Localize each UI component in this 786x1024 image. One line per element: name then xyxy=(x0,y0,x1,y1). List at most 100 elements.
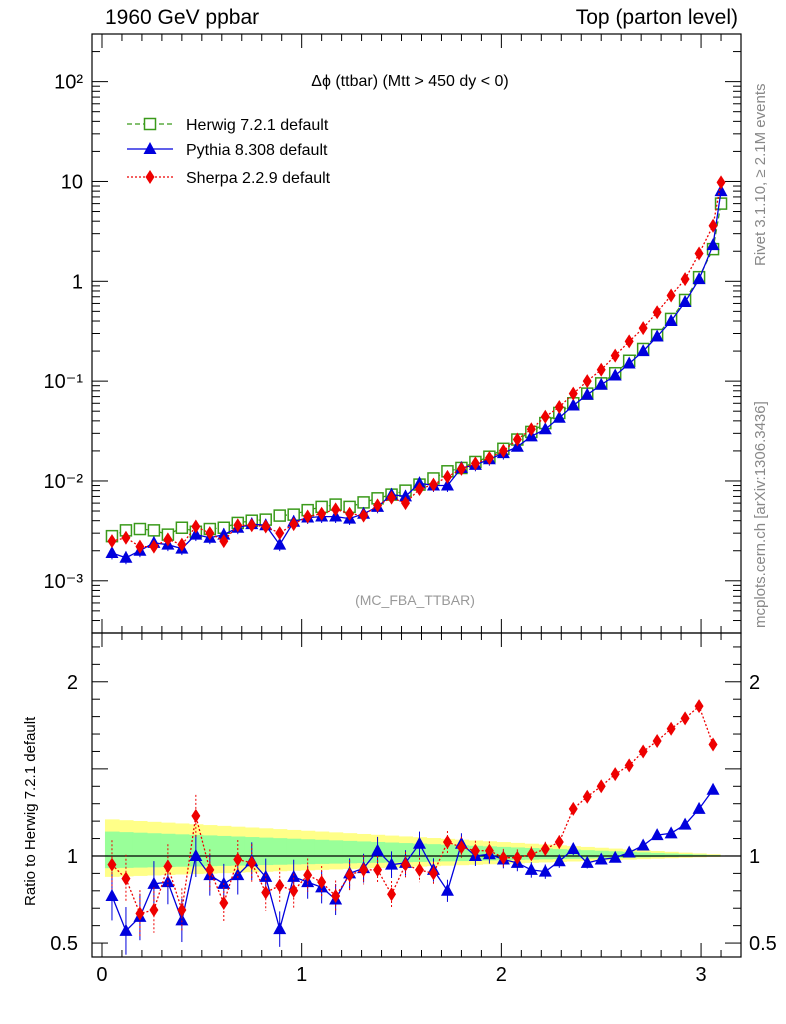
main-pythia-marker xyxy=(538,422,552,435)
ratio-sherpa-marker xyxy=(666,721,676,736)
ratio-sherpa-marker xyxy=(359,862,369,877)
ratio-pythia-marker xyxy=(385,857,399,870)
main-sherpa-marker xyxy=(540,409,550,424)
main-sherpa-marker xyxy=(205,526,215,541)
ratio-pythia-marker xyxy=(217,876,231,889)
ratio-sherpa-marker xyxy=(638,744,648,759)
y-tick-label-ratio-left: 0.5 xyxy=(50,933,78,955)
ratio-sherpa-marker xyxy=(275,878,285,893)
main-sherpa-marker xyxy=(716,175,726,190)
main-sherpa-marker xyxy=(498,443,508,458)
ratio-pythia-marker xyxy=(552,854,566,867)
y-tick-label-main: 10⁻³ xyxy=(44,571,84,593)
ratio-sherpa-marker xyxy=(247,855,257,870)
ratio-sherpa-marker xyxy=(680,711,690,726)
ratio-pythia-marker xyxy=(650,828,664,841)
ratio-sherpa-marker xyxy=(177,902,187,917)
legend-sherpa-marker xyxy=(145,170,155,184)
ratio-band-inner-bin xyxy=(286,838,302,865)
ratio-band-inner-bin xyxy=(580,850,595,859)
ratio-pythia-marker xyxy=(371,843,385,856)
main-pythia-marker xyxy=(399,489,413,502)
main-sherpa-marker xyxy=(694,246,704,261)
x-tick-label: 1 xyxy=(296,964,307,986)
main-sherpa-marker xyxy=(666,288,676,303)
ratio-band-inner-bin xyxy=(160,833,176,868)
ratio-band-inner-bin xyxy=(650,852,665,858)
ratio-sherpa-marker xyxy=(289,883,299,898)
main-sherpa-marker xyxy=(456,461,466,476)
ratio-sherpa-marker xyxy=(624,758,634,773)
y-tick-label-ratio-right: 2 xyxy=(749,672,760,694)
main-sherpa-marker xyxy=(554,400,564,415)
ratio-sherpa-marker xyxy=(484,843,494,858)
main-sherpa-marker xyxy=(331,502,341,517)
main-sherpa-marker xyxy=(512,432,522,447)
main-sherpa-marker xyxy=(289,517,299,532)
main-pythia-marker xyxy=(714,184,728,197)
main-sherpa-marker xyxy=(275,526,285,541)
ratio-band-inner-bin xyxy=(552,849,567,860)
main-sherpa-marker xyxy=(442,469,452,484)
legend-pythia-marker xyxy=(143,142,157,154)
ratio-pythia-marker xyxy=(664,826,678,839)
y-tick-label-ratio-right: 1 xyxy=(749,846,760,868)
ratio-band-inner-bin xyxy=(258,837,274,866)
ratio-band-inner-bin xyxy=(300,839,316,865)
ratio-sherpa-marker xyxy=(233,852,243,867)
ratio-pythia-marker xyxy=(608,850,622,863)
ratio-sherpa-marker xyxy=(498,850,508,865)
ratio-sherpa-marker xyxy=(414,862,424,877)
ratio-sherpa-marker xyxy=(540,842,550,856)
ratio-sherpa-marker xyxy=(149,902,159,917)
y-tick-label-main: 10⁻¹ xyxy=(44,371,84,393)
ratio-sherpa-marker xyxy=(373,862,383,877)
ratio-pythia-marker xyxy=(538,864,552,877)
ratio-sherpa-marker xyxy=(470,843,480,858)
main-sherpa-marker xyxy=(107,534,117,549)
main-sherpa-marker xyxy=(484,450,494,465)
ratio-sherpa-marker xyxy=(456,840,466,855)
ratio-pythia-marker xyxy=(147,876,161,889)
ratio-pythia-marker xyxy=(566,842,580,854)
main-sherpa-marker xyxy=(317,506,327,521)
main-herwig-marker xyxy=(357,496,370,509)
main-herwig-marker xyxy=(147,524,161,537)
ratio-pythia-marker xyxy=(119,923,133,936)
main-pythia-marker xyxy=(105,545,119,558)
legend-herwig-label: Herwig 7.2.1 default xyxy=(186,117,329,134)
ratio-sherpa-marker xyxy=(610,767,620,782)
main-pythia-marker xyxy=(664,314,678,327)
ratio-sherpa-marker xyxy=(331,889,341,904)
ratio-band-inner-bin xyxy=(328,840,344,864)
ratio-sherpa-marker xyxy=(135,906,145,921)
main-sherpa-marker xyxy=(373,498,383,513)
main-pythia-marker xyxy=(440,478,454,491)
y-tick-label-main: 10⁻² xyxy=(44,471,84,493)
ratio-sherpa-marker xyxy=(708,737,718,752)
x-tick-label: 0 xyxy=(96,964,107,986)
main-pythia-marker xyxy=(692,272,706,285)
main-sherpa-marker xyxy=(149,539,159,554)
ratio-pythia-marker xyxy=(273,922,287,935)
watermark: (MC_FBA_TTBAR) xyxy=(355,592,475,608)
main-pythia-marker xyxy=(273,537,287,550)
ratio-pythia-marker xyxy=(636,838,650,851)
ratio-sherpa-marker xyxy=(582,789,592,804)
ratio-sherpa-marker xyxy=(163,859,173,874)
main-herwig-marker xyxy=(175,521,189,534)
ratio-sherpa-marker xyxy=(596,779,606,794)
ratio-band-inner-bin xyxy=(216,835,232,866)
main-sherpa-marker xyxy=(624,334,634,349)
main-herwig-marker xyxy=(714,197,728,210)
ratio-sherpa-marker xyxy=(526,847,536,862)
y-tick-label-main: 10 xyxy=(61,171,83,193)
main-sherpa-marker xyxy=(177,537,187,552)
ratio-pythia-marker xyxy=(692,801,706,814)
main-sherpa-marker xyxy=(568,386,578,401)
main-herwig-marker xyxy=(273,509,286,522)
main-sherpa-marker xyxy=(470,456,480,471)
main-sherpa-marker xyxy=(582,374,592,389)
main-pythia-marker xyxy=(636,344,650,357)
ratio-sherpa-marker xyxy=(694,699,704,714)
